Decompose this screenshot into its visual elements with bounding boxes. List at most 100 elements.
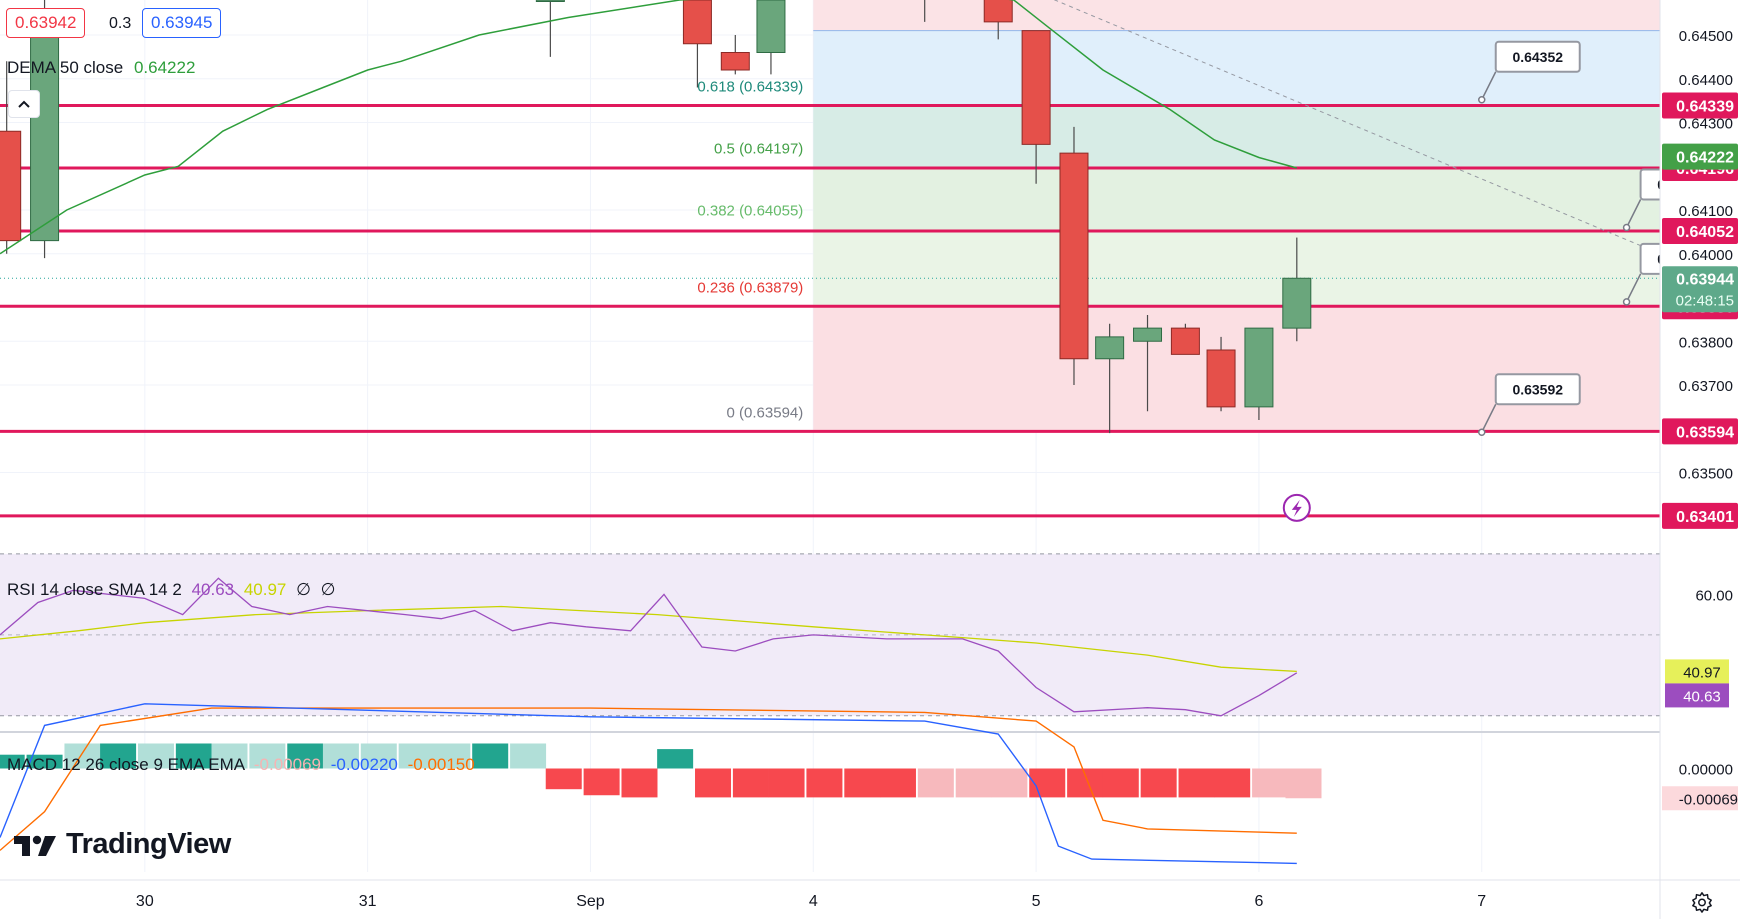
current-price-tag: 0.63944 [1676, 271, 1734, 288]
macd-histogram-bar [844, 768, 881, 798]
gear-icon [1692, 892, 1712, 913]
candle [1282, 237, 1312, 342]
candle-body [0, 130, 22, 242]
level-price-tag: 0.63594 [1676, 424, 1734, 441]
chart-settings-button[interactable] [1688, 888, 1716, 916]
macd-label: MACD 12 26 close 9 EMA EMA [7, 755, 245, 774]
ask-price-button[interactable]: 0.63945 [142, 8, 222, 38]
candle-body [1244, 327, 1274, 408]
callout-anchor [1477, 96, 1486, 104]
level-price-tag: 0.64339 [1676, 98, 1734, 115]
rsi-tag-bg [1665, 683, 1729, 708]
macd-histogram-bar [26, 754, 63, 769]
candle-body [1095, 336, 1125, 360]
rsi-legend[interactable]: RSI 14 close SMA 14 2 40.63 40.97 ∅ ∅ [7, 580, 335, 600]
time-tick-label: Sep [576, 893, 605, 910]
level-price-tag-bg [1662, 418, 1738, 445]
callout-box [1494, 40, 1581, 73]
rsi-axis-tick: 60.00 [1695, 587, 1733, 604]
macd-hist-value: -0.00069 [253, 755, 322, 774]
price-tick-label: 0.64300 [1679, 116, 1733, 133]
candle [1133, 315, 1163, 412]
macd-histogram-bar [1140, 768, 1177, 798]
callout-label: 0.63592 [1512, 381, 1563, 397]
callout-leader [1625, 199, 1642, 228]
time-tick-label: 7 [1477, 893, 1486, 910]
macd-histogram-bar [621, 768, 658, 798]
fib-level-label: 0 (0.63594) [727, 404, 804, 421]
level-price-tag-bg [1662, 92, 1738, 119]
tradingview-logo-text: TradingView [66, 828, 231, 860]
collapse-legend-button[interactable] [8, 90, 40, 118]
candle [1206, 336, 1236, 412]
macd-histogram-bar [768, 768, 805, 798]
fib-zone-236 [813, 306, 1660, 432]
macd-tag: -0.00069 [1679, 791, 1738, 808]
trendline [1053, 0, 1661, 255]
price-tick-label: 0.64400 [1679, 72, 1733, 89]
dema-label: DEMA 50 close [7, 58, 124, 77]
macd-histogram-bar [657, 749, 694, 769]
rsi-sma-line [0, 605, 1297, 673]
macd-histogram-bar [287, 743, 324, 769]
macd-signal-value: -0.00150 [407, 755, 475, 774]
fib-zone-500 [813, 167, 1660, 230]
fib-level-label: 0.618 (0.64339) [697, 78, 803, 95]
macd-histogram-bar [398, 743, 435, 769]
macd-histogram-bar [1178, 768, 1215, 798]
rsi-na-2: ∅ [320, 580, 336, 599]
macd-value: -0.00220 [330, 755, 398, 774]
rsi-sma-value: 40.97 [243, 580, 287, 599]
macd-histogram-bar [583, 768, 620, 796]
macd-histogram-bar [0, 754, 25, 769]
fib-zone-618 [813, 105, 1660, 168]
ask-price: 0.63945 [151, 13, 213, 32]
macd-histogram-bar [1214, 768, 1251, 798]
macd-axis-tick: 0.00000 [1679, 762, 1733, 779]
tradingview-logo[interactable]: TradingView [12, 828, 231, 861]
candle [1170, 323, 1200, 355]
candle-body [535, 0, 565, 2]
candle-body [30, 25, 60, 242]
macd-histogram-bar [695, 768, 732, 798]
macd-legend[interactable]: MACD 12 26 close 9 EMA EMA -0.00069 -0.0… [7, 755, 475, 775]
candle-body [1021, 30, 1051, 145]
macd-histogram-bar [545, 768, 582, 790]
macd-histogram-bar [1285, 768, 1322, 799]
macd-histogram-bar [1067, 768, 1104, 798]
rsi-band [0, 553, 1660, 716]
candle-body [1133, 327, 1163, 342]
dema-line [0, 0, 1298, 255]
dema-price-tag-bg [1662, 143, 1738, 170]
time-tick-label: 6 [1254, 893, 1263, 910]
macd-histogram-bar [917, 768, 954, 798]
candle [983, 0, 1013, 40]
level-price-tag: 0.63401 [1676, 509, 1734, 526]
callout-leader [1481, 403, 1497, 433]
candle-body [756, 0, 786, 53]
rsi-sma-tag: 40.97 [1683, 664, 1721, 681]
macd-histogram-bar [806, 768, 843, 798]
macd-histogram-bar [175, 743, 212, 769]
fib-zone-382 [813, 229, 1660, 307]
level-price-tag-bg [1662, 218, 1738, 244]
candle [682, 0, 712, 88]
time-tick-label: 4 [809, 893, 818, 910]
tradingview-logo-mark [14, 835, 56, 856]
fib-level-label: 0.382 (0.64055) [697, 203, 803, 220]
callout-anchor [1477, 428, 1486, 436]
lightning-glyph [1291, 499, 1302, 517]
candle-body [682, 0, 712, 45]
candle [1244, 327, 1274, 420]
bid-price-button[interactable]: 0.63942 [6, 8, 86, 38]
macd-signal-line [0, 707, 1297, 851]
price-tick-label: 0.64500 [1679, 28, 1733, 45]
dema-legend[interactable]: DEMA 50 close 0.64222 [7, 58, 195, 78]
price-tick-label: 0.64100 [1679, 203, 1733, 220]
macd-histogram-bar [472, 743, 509, 769]
macd-histogram-bar [434, 743, 471, 769]
current-price-tag-bg [1662, 266, 1738, 313]
rsi-value: 40.63 [191, 580, 235, 599]
price-tick-label: 0.63800 [1679, 334, 1733, 351]
